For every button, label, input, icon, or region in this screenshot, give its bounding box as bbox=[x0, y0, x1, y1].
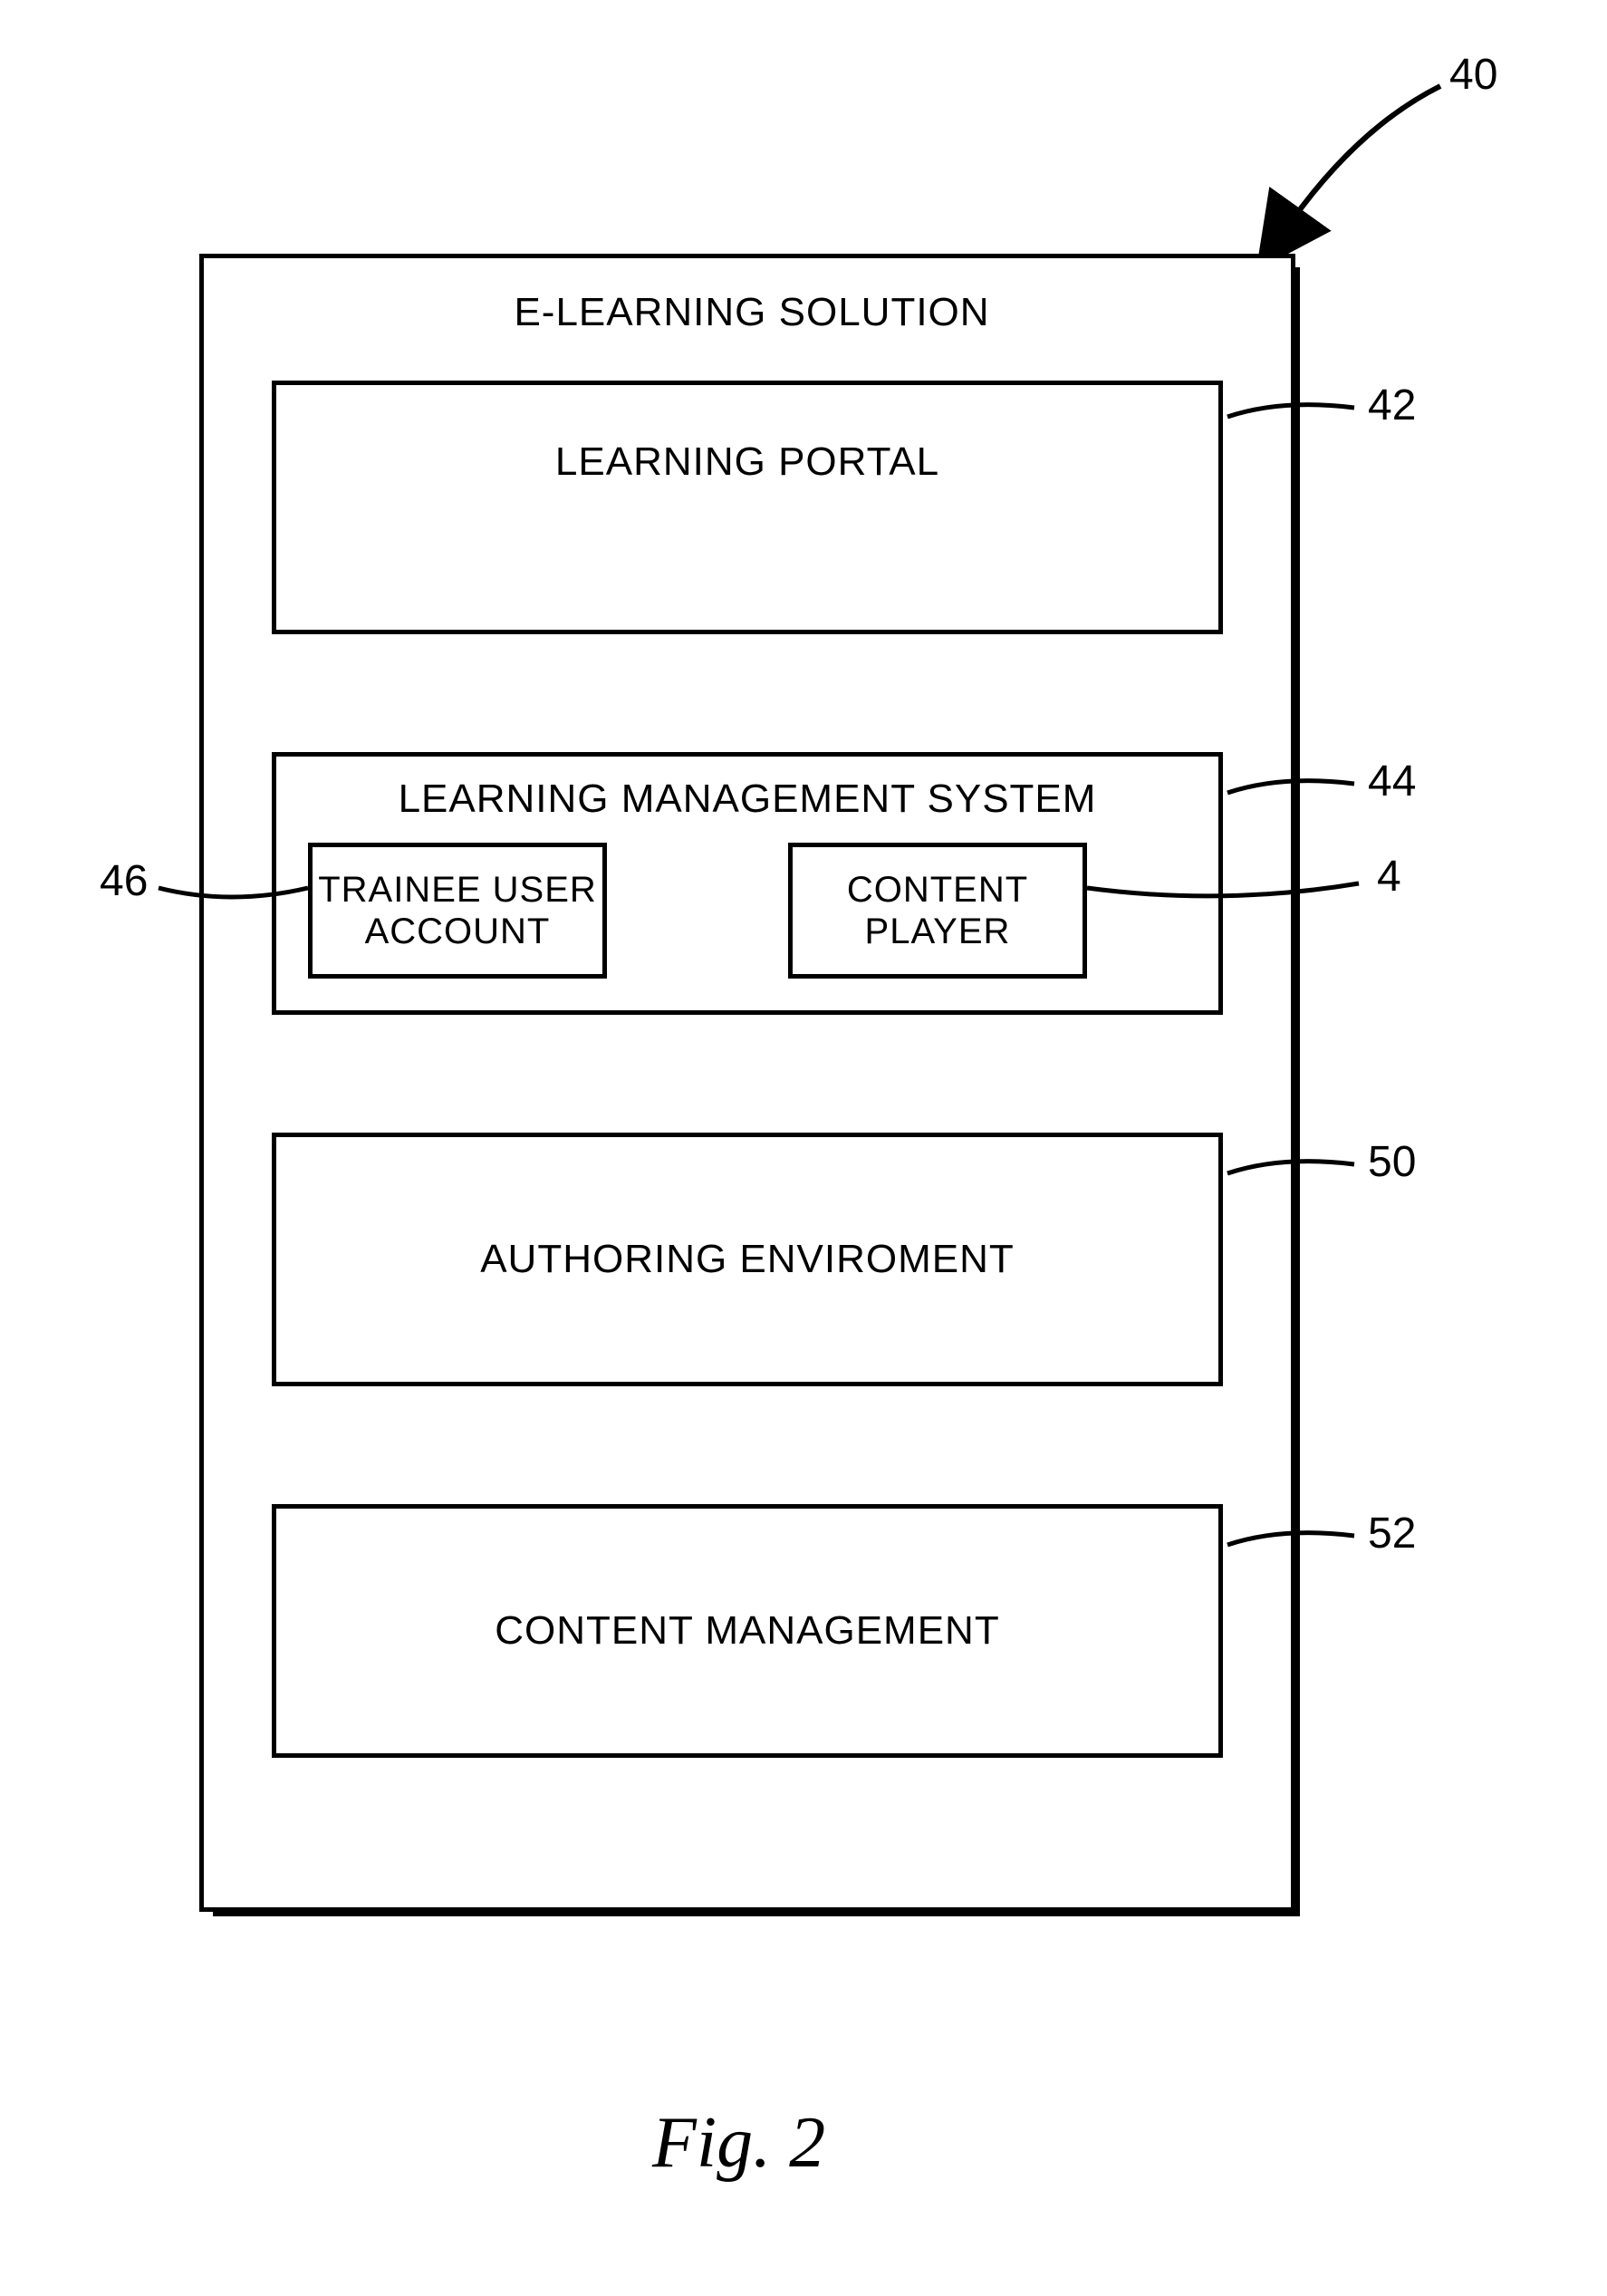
label-authoring: AUTHORING ENVIROMENT bbox=[276, 1237, 1218, 1283]
block-learning-portal: LEARNING PORTAL bbox=[272, 381, 1223, 634]
label-content-mgmt: CONTENT MANAGEMENT bbox=[276, 1608, 1218, 1654]
leader-52 bbox=[1227, 1518, 1372, 1590]
leader-44 bbox=[1227, 766, 1372, 838]
diagram-canvas: 40 E-LEARNING SOLUTION LEARNING PORTAL 4… bbox=[0, 0, 1607, 2296]
label-lms: LEARNING MANAGEMENT SYSTEM bbox=[276, 777, 1218, 823]
leader-46 bbox=[159, 865, 313, 920]
figure-caption: Fig. 2 bbox=[652, 2102, 825, 2185]
ref-40: 40 bbox=[1449, 50, 1497, 100]
label-trainee: TRAINEE USER ACCOUNT bbox=[318, 869, 597, 952]
block-authoring: AUTHORING ENVIROMENT bbox=[272, 1133, 1223, 1386]
leader-42 bbox=[1227, 390, 1372, 462]
ref-4: 4 bbox=[1377, 852, 1401, 902]
ref-46: 46 bbox=[100, 856, 148, 906]
leader-50 bbox=[1227, 1146, 1372, 1219]
ref-44: 44 bbox=[1368, 757, 1416, 806]
block-trainee: TRAINEE USER ACCOUNT bbox=[308, 843, 607, 979]
ref-52: 52 bbox=[1368, 1509, 1416, 1558]
block-content-player: CONTENT PLAYER bbox=[788, 843, 1087, 979]
ref-42: 42 bbox=[1368, 381, 1416, 430]
label-learning-portal: LEARNING PORTAL bbox=[276, 439, 1218, 486]
diagram-title: E-LEARNING SOLUTION bbox=[480, 290, 1024, 335]
ref-50: 50 bbox=[1368, 1137, 1416, 1187]
leader-4 bbox=[1087, 865, 1368, 920]
label-content-player: CONTENT PLAYER bbox=[847, 869, 1028, 952]
block-content-mgmt: CONTENT MANAGEMENT bbox=[272, 1504, 1223, 1758]
